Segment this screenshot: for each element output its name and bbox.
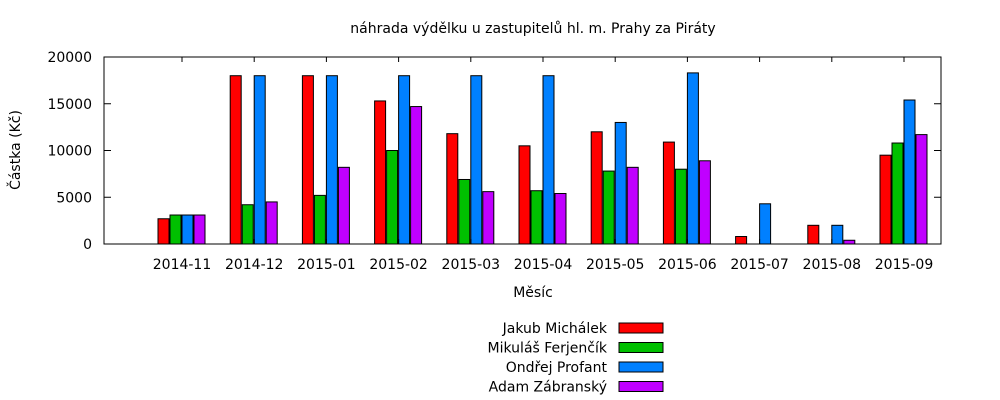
x-tick-label: 2015-04 <box>514 257 573 273</box>
bar-2015-08-3 <box>831 224 844 245</box>
bar-2015-01-3 <box>325 75 338 245</box>
bar-2015-02-1 <box>374 100 387 245</box>
bar-2014-12-4 <box>265 201 278 245</box>
bars-group <box>157 72 928 245</box>
bar-2014-11-3 <box>181 214 194 245</box>
x-tick-label: 2015-06 <box>658 257 717 273</box>
y-tick-label: 10000 <box>47 144 92 160</box>
plot-frame <box>103 56 942 245</box>
bar-2014-12-1 <box>229 75 242 245</box>
bar-2015-06-4 <box>698 160 711 245</box>
bar-2015-01-1 <box>301 75 314 245</box>
chart-title: náhrada výdělku u zastupitelů hl. m. Pra… <box>350 21 715 37</box>
bar-2015-03-4 <box>482 191 495 245</box>
bar-2015-05-4 <box>626 166 639 245</box>
x-axis-label: Měsíc <box>513 285 553 301</box>
bar-2015-08-4 <box>843 239 856 245</box>
x-tick-label: 2014-11 <box>153 257 212 273</box>
bar-2015-02-2 <box>386 150 399 245</box>
bar-2014-12-3 <box>253 75 266 245</box>
y-tick-label: 5000 <box>56 190 92 206</box>
x-tick-label: 2015-03 <box>442 257 501 273</box>
bar-2014-11-1 <box>157 218 170 245</box>
legend-swatch <box>618 381 664 392</box>
legend-label: Jakub Michálek <box>502 321 608 337</box>
legend-label: Mikuláš Ferjenčík <box>488 341 608 357</box>
x-tick-label: 2015-09 <box>875 257 934 273</box>
y-tick-label: 20000 <box>47 50 92 66</box>
bar-2015-07-1 <box>735 236 748 245</box>
bar-2015-05-2 <box>602 170 615 245</box>
bar-2015-09-3 <box>903 99 916 245</box>
bar-2015-09-2 <box>891 142 904 245</box>
bar-2015-04-2 <box>530 190 543 245</box>
bar-2015-08-1 <box>807 224 820 245</box>
bar-2015-07-3 <box>759 203 772 245</box>
y-tick-label: 15000 <box>47 97 92 113</box>
x-tick-label: 2015-07 <box>730 257 789 273</box>
y-ticks-group: 0 5000 10000 15000 20000 <box>47 50 941 253</box>
x-ticks-group: 2014-11 2014-12 2015-01 2015-02 2015-03 2015-… <box>153 57 934 273</box>
y-axis-label: Částka (Kč) <box>6 110 24 190</box>
bar-2015-06-1 <box>662 141 675 245</box>
bar-2014-11-4 <box>193 214 206 245</box>
legend-swatch <box>618 342 664 353</box>
bar-2015-03-2 <box>458 178 471 245</box>
bar-2015-02-3 <box>398 75 411 245</box>
x-tick-label: 2015-01 <box>297 257 356 273</box>
x-tick-label: 2015-08 <box>803 257 862 273</box>
bar-2015-09-1 <box>879 154 892 245</box>
legend-swatch <box>618 322 664 334</box>
bar-2015-04-4 <box>554 193 567 245</box>
legend: Jakub Michálek Mikuláš Ferjenčík Ondřej Pr… <box>488 321 664 396</box>
bar-2015-05-1 <box>590 131 603 245</box>
bar-2015-03-1 <box>446 133 459 245</box>
bar-2015-04-1 <box>518 145 531 245</box>
bar-2015-01-2 <box>313 194 326 245</box>
bar-2014-11-2 <box>169 214 182 245</box>
bar-2014-12-2 <box>241 204 254 245</box>
bar-2015-03-3 <box>470 75 483 245</box>
x-tick-label: 2015-02 <box>369 257 428 273</box>
bar-2015-02-4 <box>410 106 423 245</box>
x-tick-label: 2014-12 <box>225 257 284 273</box>
bar-2015-09-4 <box>915 134 928 245</box>
bar-2015-01-4 <box>337 166 350 245</box>
legend-label: Ondřej Profant <box>506 360 608 376</box>
x-tick-label: 2015-05 <box>586 257 645 273</box>
legend-label: Adam Zábranský <box>489 380 607 396</box>
bar-2015-06-2 <box>674 168 687 245</box>
y-tick-label: 0 <box>83 237 92 253</box>
bar-2015-06-3 <box>686 72 699 245</box>
legend-swatch <box>618 361 664 373</box>
bar-2015-04-3 <box>542 75 555 245</box>
bar-2015-05-3 <box>614 121 627 245</box>
